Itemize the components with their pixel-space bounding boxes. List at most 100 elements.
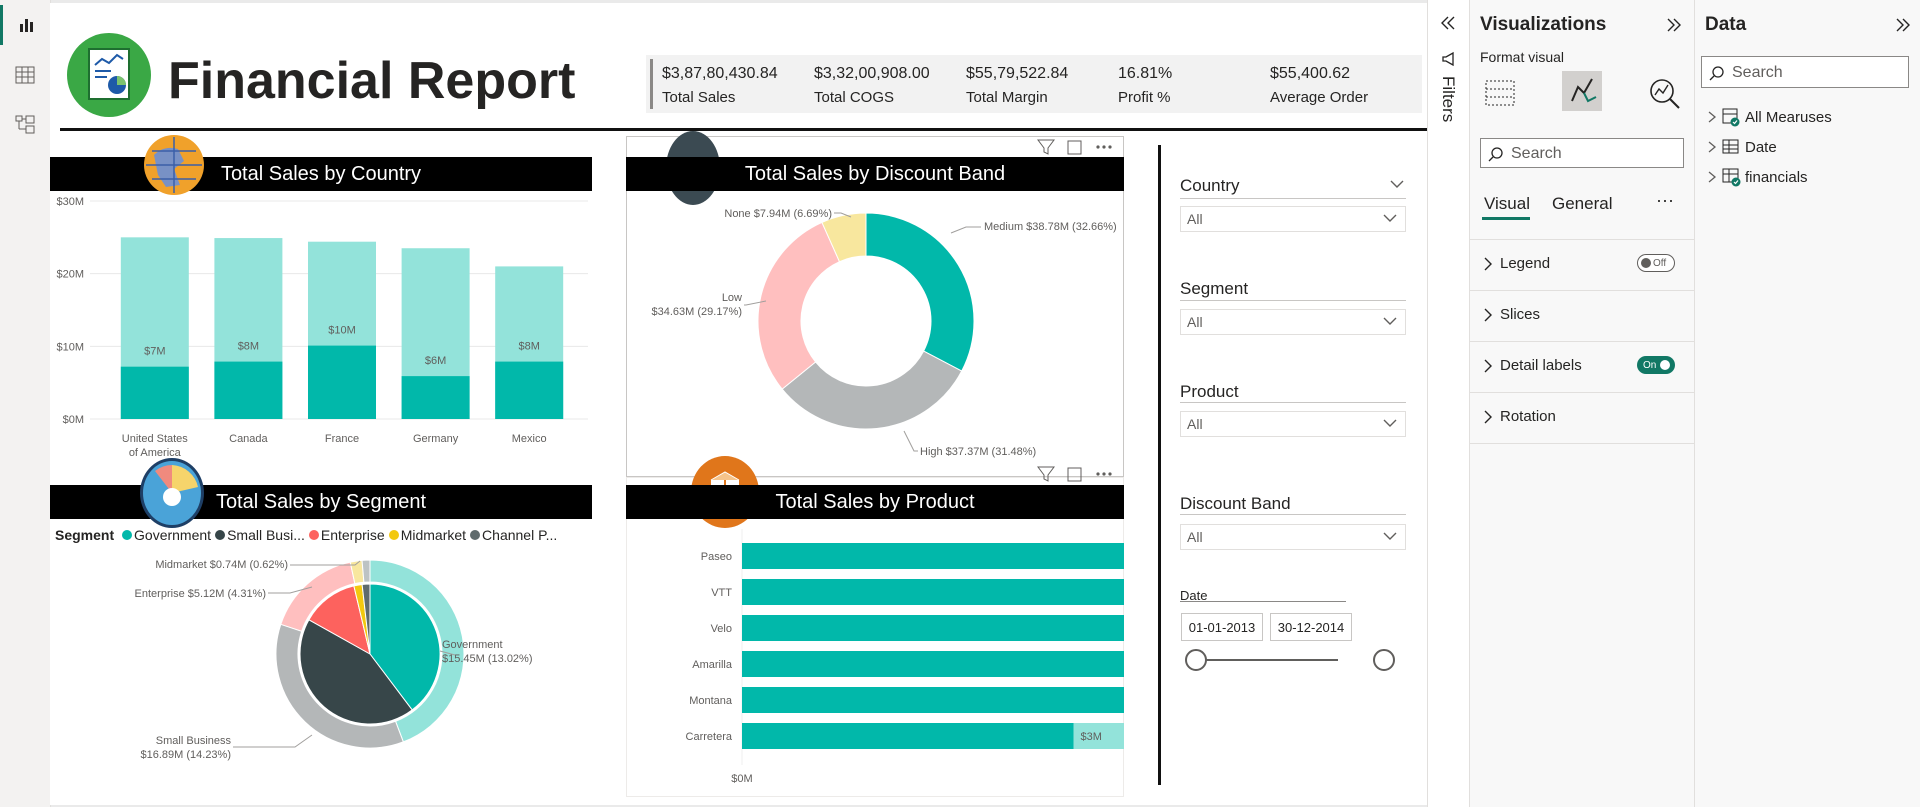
date-slider-end-handle[interactable]	[1373, 649, 1395, 671]
leader-line	[834, 212, 852, 218]
chevron-right-icon	[1484, 410, 1492, 424]
kpi-profit-pct: 16.81% Profit %	[1118, 65, 1173, 106]
model-view-icon[interactable]	[0, 104, 50, 144]
discount-visual-frame[interactable]	[626, 136, 1124, 477]
leader-line	[903, 430, 918, 452]
chevron-down-icon	[1383, 532, 1397, 540]
tab-general[interactable]: General	[1552, 194, 1613, 213]
chevron-down-icon[interactable]	[1390, 179, 1404, 189]
data-label: $3M	[1081, 731, 1102, 743]
segment-chart-title: Total Sales by Segment	[50, 485, 592, 519]
table-view-icon[interactable]	[0, 55, 50, 95]
tree-item-financials[interactable]: financials	[1707, 167, 1808, 187]
bar-margin	[308, 345, 376, 419]
date-end-input[interactable]: 30-12-2014	[1270, 613, 1352, 641]
product-slicer-title: Product	[1180, 382, 1239, 401]
legend-item[interactable]: Midmarket	[388, 527, 466, 543]
legend-item[interactable]: Government	[122, 527, 211, 543]
expand-right-icon[interactable]	[1895, 17, 1911, 33]
legend-dot	[215, 530, 226, 540]
chevron-right-icon	[1708, 171, 1717, 183]
product-slicer-dropdown[interactable]: All	[1180, 411, 1406, 437]
format-visual-icon[interactable]	[1562, 71, 1602, 111]
discount-label-high: High $37.37M (31.48%)	[920, 446, 1036, 458]
country-slicer-dropdown[interactable]: All	[1180, 206, 1406, 232]
segment-pie-icon	[140, 458, 204, 528]
slicer-divider	[1158, 145, 1161, 785]
header-rule	[60, 128, 1427, 131]
detail-labels-toggle[interactable]: On	[1637, 356, 1675, 374]
section-slices[interactable]: Slices	[1470, 291, 1695, 342]
date-slider-track[interactable]	[1198, 659, 1338, 661]
discount-slicer-dropdown[interactable]: All	[1180, 524, 1406, 550]
data-label: $7M	[144, 346, 165, 358]
report-view-icon[interactable]	[0, 5, 50, 45]
tree-item-all-measures[interactable]: All Mearuses	[1707, 107, 1832, 127]
viz-search-input[interactable]: Search	[1480, 138, 1684, 168]
segment-chart[interactable]: Midmarket $0.74M (0.62%) Enterprise $5.1…	[50, 543, 592, 805]
table-icon	[1722, 139, 1739, 154]
kpi-total-sales: $3,87,80,430.84 Total Sales	[662, 65, 778, 106]
section-rotation[interactable]: Rotation	[1470, 393, 1695, 444]
tree-item-date[interactable]: Date	[1707, 137, 1777, 157]
analytics-icon[interactable]	[1646, 75, 1682, 111]
y-tick-label: Velo	[711, 623, 732, 635]
segment-slicer-dropdown[interactable]: All	[1180, 309, 1406, 335]
bar-margin	[495, 361, 564, 419]
x-tick-label: Canada	[229, 433, 268, 445]
collapse-left-icon[interactable]	[1440, 15, 1456, 31]
data-search-input[interactable]: Search	[1701, 56, 1909, 88]
date-slider-start-handle[interactable]	[1185, 649, 1207, 671]
discount-label-low-value: $34.63M (29.17%)	[652, 306, 743, 318]
discount-label-none: None $7.94M (6.69%)	[724, 208, 832, 220]
legend-item[interactable]: Small Busi...	[215, 527, 305, 543]
chevron-down-icon	[1383, 419, 1397, 427]
filters-pane-collapsed[interactable]: Filters	[1427, 0, 1470, 807]
bar-margin	[742, 687, 1124, 713]
slicer-underline	[1180, 300, 1406, 301]
country-chart-title: Total Sales by Country	[50, 157, 592, 191]
donut-slice-medium	[865, 212, 975, 372]
legend-item[interactable]: Channel P...	[470, 527, 557, 543]
section-legend[interactable]: Legend Off	[1470, 240, 1695, 291]
donut-slice-low	[757, 221, 841, 390]
tab-visual[interactable]: Visual	[1484, 194, 1530, 213]
legend-label: Channel P...	[482, 527, 558, 543]
more-options-icon[interactable]: ···	[1656, 190, 1674, 210]
y-tick-label: $10M	[56, 341, 84, 353]
expand-right-icon[interactable]	[1666, 17, 1682, 33]
discount-chart-title: Total Sales by Discount Band	[626, 157, 1124, 191]
x-tick-label: $0M	[731, 773, 752, 785]
segment-label-small-business: Small Business	[156, 735, 232, 747]
filters-label[interactable]: Filters	[1439, 76, 1458, 123]
product-chart[interactable]: $0M$10M$20M$30MPaseo$10MVTT$6MVelo$7MAma…	[626, 521, 1124, 797]
filter-icon	[1037, 139, 1055, 155]
bar-margin	[742, 615, 1124, 641]
legend-dot	[470, 530, 481, 540]
slicer-underline	[1180, 601, 1346, 602]
discount-chart[interactable]: Medium $38.78M (32.66%) High $37.37M (31…	[626, 193, 1124, 475]
report-canvas: Financial Report $3,87,80,430.84 Total Sa…	[50, 3, 1427, 805]
discount-label-medium: Medium $38.78M (32.66%)	[984, 221, 1117, 233]
segment-label-small-business-value: $16.89M (14.23%)	[141, 749, 232, 761]
date-slicer-title: Date	[1180, 588, 1208, 603]
country-chart[interactable]: $30M $20M $10M $0M $7M United States of Americ…	[50, 193, 592, 468]
section-detail-labels[interactable]: Detail labels On	[1470, 342, 1695, 393]
kpi-card[interactable]: $3,87,80,430.84 Total Sales $3,32,00,908.…	[646, 55, 1422, 113]
megaphone-icon	[1442, 51, 1454, 67]
document-chart-icon	[88, 48, 130, 100]
legend-item[interactable]: Enterprise	[308, 527, 385, 543]
segment-label-midmarket: Midmarket $0.74M (0.62%)	[155, 559, 288, 571]
segment-inner-slice-4	[361, 583, 371, 655]
x-tick-label: United States	[122, 433, 189, 445]
view-rail	[0, 0, 51, 807]
data-pane-title: Data	[1705, 14, 1747, 35]
slicer-underline	[1180, 198, 1406, 199]
date-start-input[interactable]: 01-01-2013	[1181, 613, 1263, 641]
legend-toggle[interactable]: Off	[1637, 254, 1675, 272]
y-tick-label: $20M	[56, 269, 84, 281]
segment-label-government: Government	[442, 639, 503, 651]
format-visual-label: Format visual	[1480, 49, 1565, 65]
build-visual-icon[interactable]	[1482, 75, 1518, 111]
y-tick-label: VTT	[711, 587, 732, 599]
